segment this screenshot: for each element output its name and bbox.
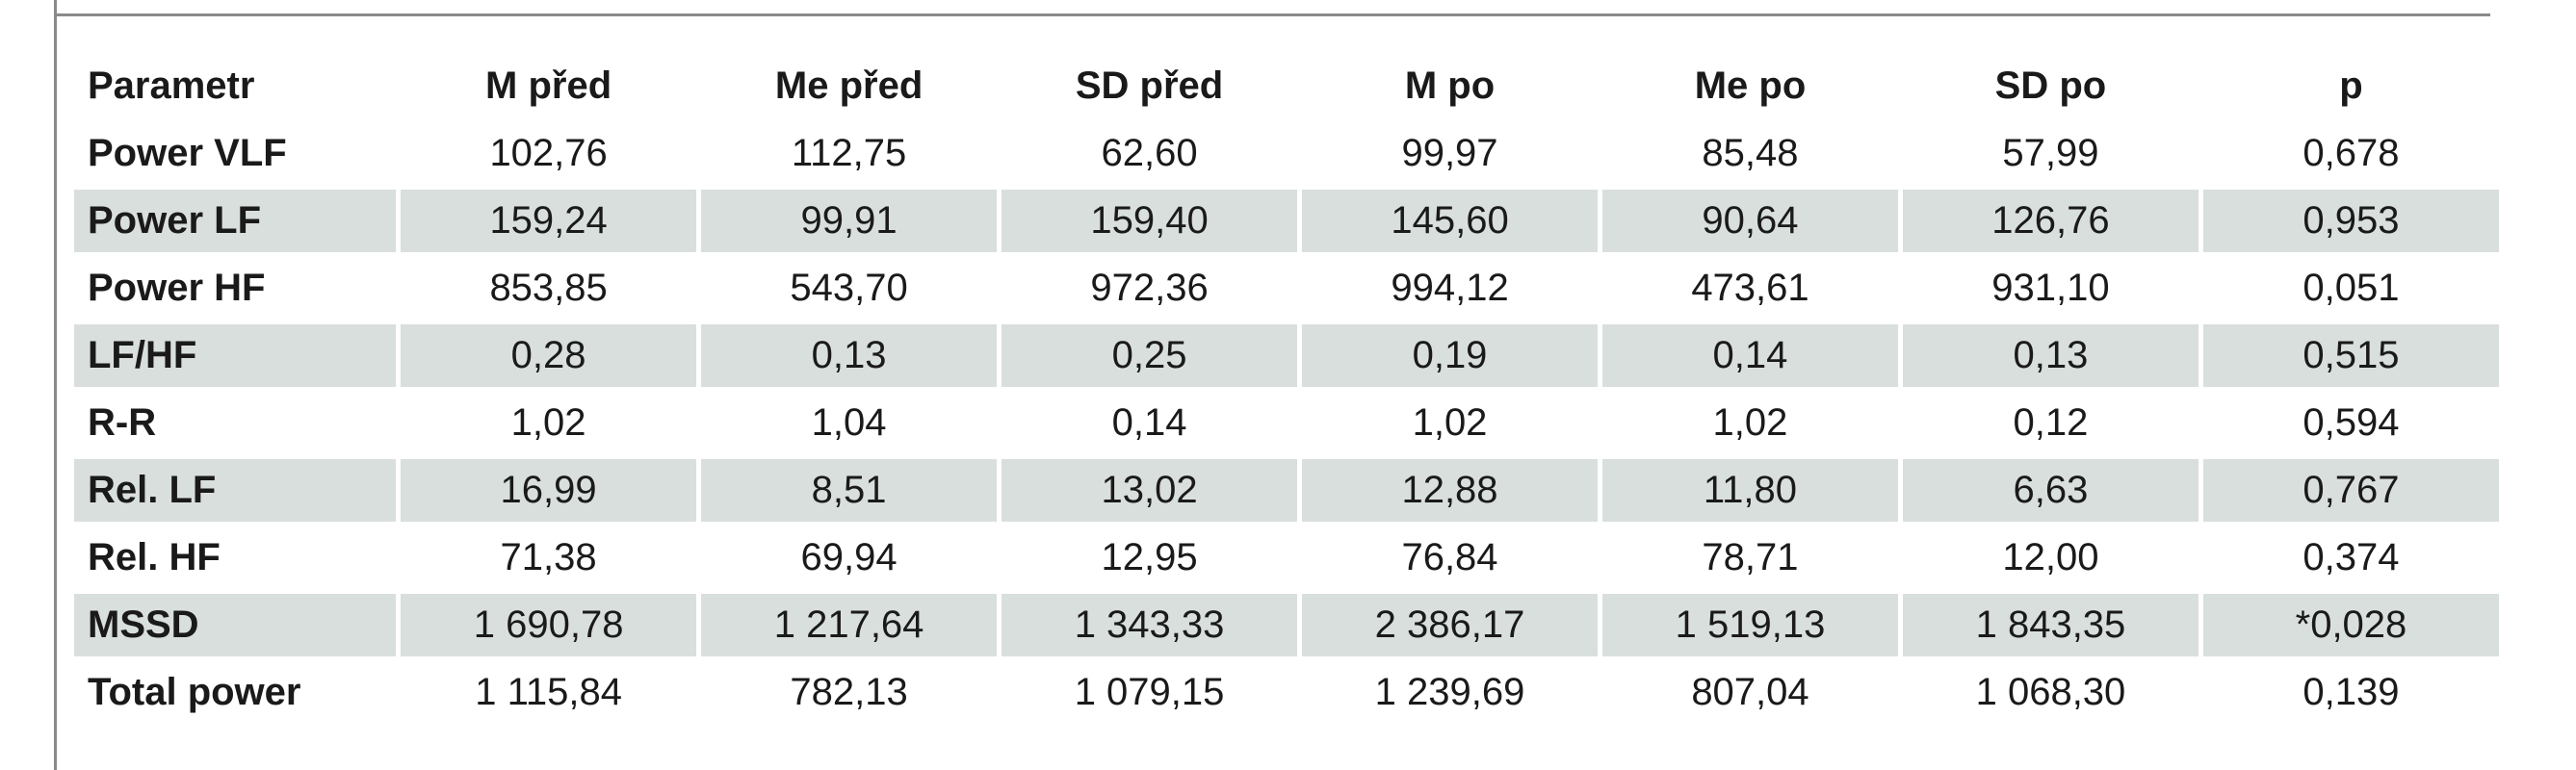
cell-m-pred: 71,38 — [500, 536, 597, 578]
cell-me-po: 0,14 — [1602, 324, 1898, 387]
column-header-sd-pred: SD před — [1075, 64, 1224, 107]
cell-me-pred: 69,94 — [800, 536, 898, 578]
cell-me-po: 90,64 — [1602, 190, 1898, 252]
cell-m-pred: 1 690,78 — [401, 594, 697, 656]
cell-sd-po: 1 068,30 — [1975, 671, 2126, 713]
column-header-m-pred: M před — [485, 64, 612, 107]
column-header-me-pred: Me před — [774, 64, 924, 107]
cell-sd-po: 12,00 — [2002, 536, 2099, 578]
cell-me-pred: 782,13 — [790, 671, 908, 713]
cell-m-po: 1,02 — [1412, 401, 1488, 444]
hrv-parameters-table: Parametr M před Me před SD před M po Me … — [69, 50, 2504, 729]
table-row: Rel. HF 71,38 69,94 12,95 76,84 78,71 12,00 0,3… — [74, 526, 2499, 589]
cell-me-po: 85,48 — [1702, 132, 1799, 174]
cell-m-po: 2 386,17 — [1302, 594, 1598, 656]
cell-sd-pred: 1 343,33 — [1002, 594, 1298, 656]
cell-p: 0,051 — [2303, 267, 2400, 309]
cell-m-po: 0,19 — [1302, 324, 1598, 387]
cell-me-po: 78,71 — [1702, 536, 1799, 578]
column-header-m-po: M po — [1404, 64, 1496, 107]
table-header-row: Parametr M před Me před SD před M po Me … — [74, 55, 2499, 117]
table-row: Power HF 853,85 543,70 972,36 994,12 473,61 93… — [74, 257, 2499, 320]
cell-sd-po: 126,76 — [1902, 190, 2199, 252]
column-header-parametr: Parametr — [88, 64, 255, 107]
cell-p: 0,767 — [2202, 459, 2499, 522]
cell-me-po: 1,02 — [1712, 401, 1788, 444]
cell-p: *0,028 — [2202, 594, 2499, 656]
cell-m-pred: 1 115,84 — [475, 671, 622, 713]
table-row: LF/HF 0,28 0,13 0,25 0,19 0,14 0,13 0,515 — [74, 324, 2499, 387]
table-row: Power VLF 102,76 112,75 62,60 99,97 85,48 57,9… — [74, 122, 2499, 185]
row-label: Total power — [88, 671, 301, 713]
row-label: MSSD — [74, 594, 397, 656]
row-label: R-R — [88, 401, 157, 444]
cell-p: 0,515 — [2202, 324, 2499, 387]
cell-sd-po: 6,63 — [1902, 459, 2199, 522]
cell-sd-pred: 13,02 — [1002, 459, 1298, 522]
cell-me-pred: 1 217,64 — [701, 594, 998, 656]
top-border-rule — [54, 13, 2490, 16]
row-label: Power VLF — [88, 132, 287, 174]
cell-sd-pred: 1 079,15 — [1074, 671, 1225, 713]
cell-p: 0,374 — [2303, 536, 2400, 578]
table-row: R-R 1,02 1,04 0,14 1,02 1,02 0,12 0,594 — [74, 392, 2499, 454]
column-header-sd-po: SD po — [1994, 64, 2107, 107]
cell-sd-pred: 62,60 — [1101, 132, 1198, 174]
cell-m-pred: 1,02 — [510, 401, 586, 444]
cell-sd-pred: 12,95 — [1101, 536, 1198, 578]
cell-p: 0,678 — [2303, 132, 2400, 174]
table-row: Rel. LF 16,99 8,51 13,02 12,88 11,80 6,63 0,767 — [74, 459, 2499, 522]
cell-p: 0,139 — [2303, 671, 2400, 713]
cell-m-po: 1 239,69 — [1374, 671, 1525, 713]
row-label: LF/HF — [74, 324, 397, 387]
cell-me-po: 807,04 — [1691, 671, 1809, 713]
cell-m-pred: 0,28 — [401, 324, 697, 387]
cell-sd-pred: 0,25 — [1002, 324, 1298, 387]
cell-sd-pred: 972,36 — [1090, 267, 1209, 309]
cell-m-po: 12,88 — [1302, 459, 1598, 522]
cell-sd-pred: 159,40 — [1002, 190, 1298, 252]
cell-me-po: 1 519,13 — [1602, 594, 1898, 656]
cell-sd-po: 931,10 — [1991, 267, 2110, 309]
cell-me-po: 473,61 — [1691, 267, 1809, 309]
cell-me-pred: 112,75 — [791, 132, 907, 174]
cell-me-pred: 99,91 — [701, 190, 998, 252]
row-label: Power LF — [74, 190, 397, 252]
cell-m-po: 76,84 — [1401, 536, 1498, 578]
row-label: Power HF — [88, 267, 266, 309]
cell-m-pred: 102,76 — [489, 132, 608, 174]
cell-me-pred: 8,51 — [701, 459, 998, 522]
cell-m-po: 145,60 — [1302, 190, 1598, 252]
cell-sd-po: 57,99 — [2002, 132, 2099, 174]
column-header-p: p — [2339, 64, 2363, 107]
cell-me-po: 11,80 — [1602, 459, 1898, 522]
cell-me-pred: 543,70 — [790, 267, 908, 309]
table-row: Power LF 159,24 99,91 159,40 145,60 90,64 126,… — [74, 190, 2499, 252]
cell-p: 0,594 — [2303, 401, 2400, 444]
cell-m-pred: 853,85 — [489, 267, 608, 309]
cell-m-po: 994,12 — [1391, 267, 1509, 309]
cell-m-po: 99,97 — [1401, 132, 1498, 174]
cell-me-pred: 0,13 — [701, 324, 998, 387]
row-label: Rel. LF — [74, 459, 397, 522]
row-label: Rel. HF — [88, 536, 221, 578]
column-header-me-po: Me po — [1694, 64, 1807, 107]
cell-m-pred: 159,24 — [401, 190, 697, 252]
table-row: MSSD 1 690,78 1 217,64 1 343,33 2 386,17 1 51… — [74, 594, 2499, 656]
cell-m-pred: 16,99 — [401, 459, 697, 522]
cell-me-pred: 1,04 — [811, 401, 887, 444]
cell-p: 0,953 — [2202, 190, 2499, 252]
cell-sd-po: 1 843,35 — [1902, 594, 2199, 656]
left-border-rule — [54, 0, 57, 770]
cell-sd-po: 0,13 — [1902, 324, 2199, 387]
table-row: Total power 1 115,84 782,13 1 079,15 1 239,6… — [74, 661, 2499, 724]
cell-sd-po: 0,12 — [2013, 401, 2089, 444]
cell-sd-pred: 0,14 — [1111, 401, 1187, 444]
